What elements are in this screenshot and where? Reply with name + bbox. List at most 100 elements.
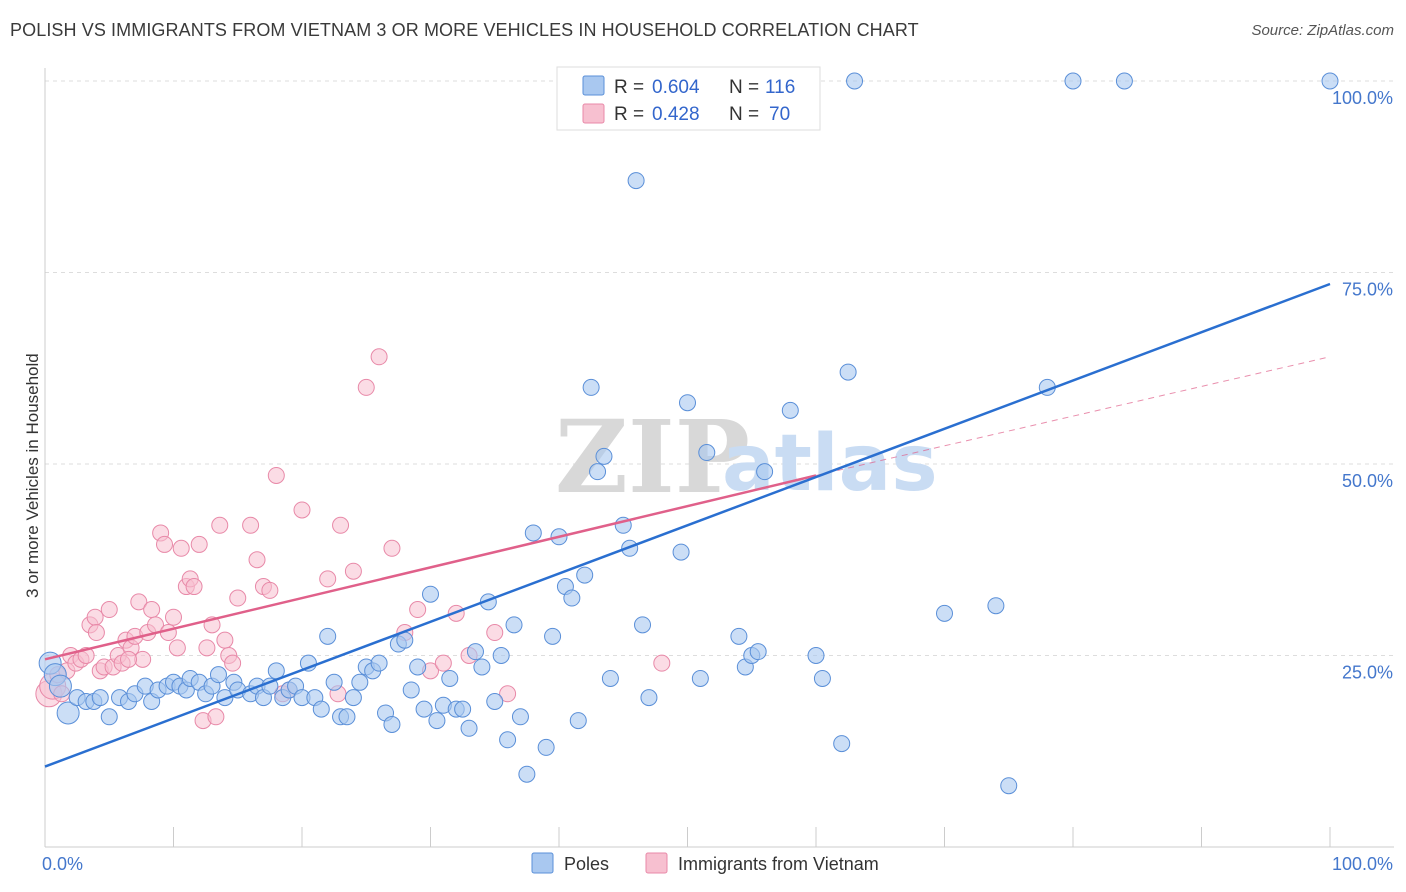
vietnam-trend-extension: [815, 356, 1331, 476]
poles-point: [209, 666, 227, 684]
poles-point: [91, 689, 109, 707]
poles-point: [698, 444, 716, 462]
legend-n-value-poles: 116: [765, 77, 795, 98]
vietnam-point: [344, 562, 362, 580]
poles-point: [402, 681, 420, 699]
vietnam-point: [434, 654, 452, 672]
poles-point: [569, 712, 587, 730]
vietnam-point: [87, 624, 105, 642]
legend-n-label-poles: N =: [729, 77, 759, 98]
poles-point: [383, 715, 401, 733]
bottom-legend-label-vietnam: Immigrants from Vietnam: [678, 854, 879, 874]
y-tick-labels: 25.0% 50.0% 75.0% 100.0%: [1332, 88, 1393, 683]
poles-point: [415, 700, 433, 718]
poles-point: [601, 669, 619, 687]
poles-point: [679, 394, 696, 412]
poles-point: [409, 658, 427, 676]
vietnam-point: [190, 535, 208, 553]
legend-r-value-vietnam: 0.428: [652, 104, 700, 125]
poles-point: [537, 738, 555, 756]
vietnam-point: [224, 654, 242, 672]
vietnam-point: [248, 551, 266, 569]
poles-point: [492, 647, 510, 664]
watermark-atlas: atlas: [722, 419, 938, 509]
vietnam-point: [653, 654, 671, 672]
vietnam-point: [120, 650, 138, 668]
poles-trend-line: [44, 282, 1331, 768]
vietnam-point: [383, 539, 401, 557]
poles-point: [1000, 777, 1018, 795]
vietnam-point: [293, 501, 311, 519]
vietnam-point: [409, 601, 427, 619]
x-tick-label-max: 100.0%: [1332, 854, 1393, 874]
vietnam-point: [499, 685, 517, 703]
poles-point: [518, 765, 536, 783]
poles-point: [454, 700, 472, 718]
grid-lines: [45, 80, 1394, 656]
poles-point: [422, 585, 439, 603]
vietnam-point: [261, 581, 279, 599]
vietnam-point: [86, 608, 104, 626]
vietnam-point: [229, 589, 247, 607]
vietnam-point: [143, 601, 161, 619]
bottom-legend-swatch-poles: [531, 852, 554, 874]
poles-point: [936, 604, 953, 622]
vietnam-point: [486, 624, 504, 642]
vietnam-point: [267, 466, 285, 484]
legend-swatch-poles: [582, 75, 605, 96]
poles-point: [351, 673, 369, 691]
poles-point: [595, 447, 613, 465]
poles-point: [813, 669, 831, 687]
y-tick-label: 50.0%: [1342, 471, 1393, 491]
poles-point: [749, 643, 767, 661]
x-tick-label-min: 0.0%: [42, 854, 83, 874]
poles-point: [524, 524, 542, 542]
legend-n-label-vietnam: N =: [729, 104, 759, 125]
poles-point: [807, 647, 825, 664]
poles-point: [505, 616, 523, 634]
vietnam-point: [100, 601, 118, 619]
poles-point: [56, 701, 80, 725]
watermark-zip: ZIP: [555, 398, 750, 516]
series-poles-points: [38, 72, 1339, 795]
y-tick-label: 75.0%: [1342, 280, 1393, 300]
vietnam-point: [357, 378, 375, 396]
x-tick-labels: 0.0% 100.0%: [42, 854, 1393, 874]
legend-n-value-vietnam: 70: [769, 104, 790, 125]
poles-point: [325, 673, 343, 691]
poles-point: [1064, 72, 1082, 90]
poles-point: [441, 669, 459, 687]
poles-point: [370, 654, 388, 672]
poles-point: [312, 700, 330, 718]
vietnam-point: [134, 650, 152, 668]
poles-point: [344, 689, 362, 707]
poles-point: [730, 627, 748, 645]
poles-point: [582, 378, 600, 396]
watermark: ZIP atlas: [555, 398, 938, 516]
vietnam-point: [156, 535, 174, 553]
vietnam-point: [319, 570, 337, 588]
vietnam-point: [332, 516, 350, 534]
legend-swatch-vietnam: [582, 103, 605, 124]
bottom-legend-swatch-vietnam: [645, 852, 668, 874]
vietnam-point: [172, 539, 190, 557]
y-axis-label: 3 or more Vehicles in Household: [23, 353, 42, 598]
vietnam-point: [168, 639, 186, 657]
poles-point: [833, 735, 851, 753]
vietnam-point: [198, 639, 216, 657]
bottom-legend-label-poles: Poles: [564, 854, 609, 874]
chart-title: POLISH VS IMMIGRANTS FROM VIETNAM 3 OR M…: [10, 20, 919, 40]
vietnam-point: [207, 708, 225, 726]
poles-point: [576, 566, 594, 584]
poles-point: [486, 692, 504, 710]
poles-point: [499, 731, 517, 749]
poles-point: [466, 643, 484, 661]
vietnam-point: [216, 631, 234, 649]
poles-point: [319, 627, 337, 645]
vietnam-point: [130, 593, 148, 611]
source-label: Source: ZipAtlas.com: [1251, 22, 1394, 39]
vietnam-point: [370, 348, 388, 366]
legend-r-label-poles: R =: [614, 77, 644, 98]
legend-r-value-poles: 0.604: [652, 77, 700, 98]
